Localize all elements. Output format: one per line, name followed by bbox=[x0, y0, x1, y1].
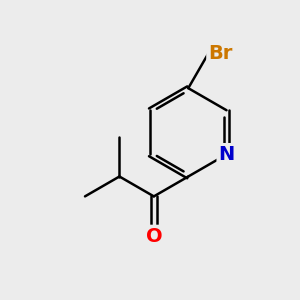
Text: Br: Br bbox=[208, 44, 232, 63]
Text: O: O bbox=[146, 226, 162, 246]
Text: N: N bbox=[218, 145, 235, 164]
